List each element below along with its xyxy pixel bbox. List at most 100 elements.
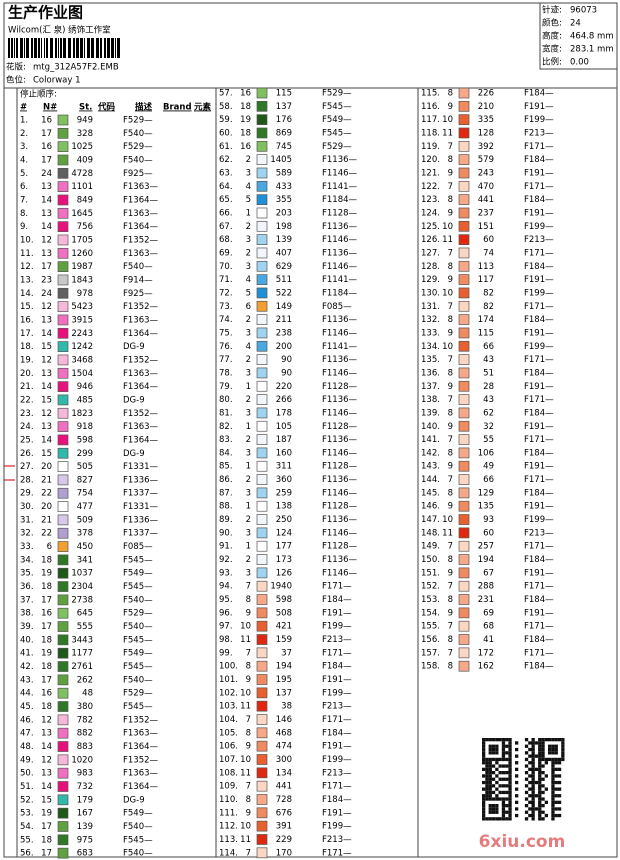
swatch [256, 634, 268, 645]
row-number: 107. [219, 755, 238, 765]
swatch [458, 527, 470, 539]
stitches: 257 [478, 542, 494, 552]
row-number: 29. [20, 489, 34, 499]
code: F1136— [322, 435, 358, 445]
swatch [458, 167, 470, 179]
qr-cell [531, 817, 535, 821]
stitches: 407 [276, 248, 292, 258]
stitches: 728 [276, 795, 292, 805]
needle: 17 [41, 262, 52, 272]
qr-cell [501, 777, 506, 781]
row-number: 137. [421, 382, 440, 392]
stitches: 139 [276, 235, 292, 245]
needle: 14 [41, 222, 52, 232]
code: F1128— [322, 542, 358, 552]
qr-cell [544, 738, 548, 742]
code: F199— [322, 822, 352, 832]
swatch [256, 554, 268, 565]
needle: 12 [41, 235, 52, 245]
code: F171— [322, 715, 352, 725]
info-value: 283.1 mm [570, 45, 614, 55]
qr-cell [515, 774, 519, 778]
row-number: 9. [20, 222, 28, 232]
swatch [256, 700, 268, 712]
row-number: 145. [421, 488, 440, 498]
row-number: 144. [421, 475, 440, 485]
qr-cell [482, 747, 486, 752]
qr-cell [501, 790, 506, 795]
swatch [256, 727, 268, 739]
swatch [256, 260, 268, 272]
code: F1364— [123, 382, 159, 392]
stitches: 93 [483, 515, 494, 525]
row-number: 46. [20, 715, 34, 725]
swatch [57, 367, 69, 379]
needle: 5 [246, 288, 251, 298]
qr-cell [482, 761, 486, 765]
row-number: 17. [20, 329, 34, 339]
qr-cell [488, 797, 492, 801]
stitches: 238 [276, 328, 292, 338]
needle: 13 [41, 422, 52, 432]
row-number: 42. [20, 662, 34, 672]
needle: 8 [448, 595, 453, 605]
code: F085— [322, 302, 352, 312]
row-number: 131. [421, 302, 440, 312]
stitches: 1025 [71, 142, 93, 152]
swatch [57, 421, 69, 432]
stitches: 126 [276, 568, 292, 578]
swatch [458, 87, 470, 99]
row-number: 16. [20, 315, 34, 325]
qr-cell [488, 804, 492, 808]
qr-cell [524, 771, 529, 775]
stitches: 1823 [71, 409, 93, 419]
stitches: 139 [77, 822, 93, 832]
qr-cell [538, 741, 542, 745]
qr-cell [508, 807, 512, 811]
watermark: 6xiu.com [479, 832, 566, 852]
code: F171— [322, 582, 352, 592]
stitches: 137 [276, 688, 292, 698]
code: F1141— [322, 342, 358, 352]
row-number: 148. [421, 528, 440, 538]
code: F540— [123, 595, 153, 605]
bar-stripe [60, 38, 62, 58]
code: F184— [524, 262, 554, 272]
code: F1364— [123, 222, 159, 232]
needle: 14 [41, 782, 52, 792]
qr-cell [485, 757, 489, 762]
needle: 7 [448, 435, 453, 445]
qr-cell [508, 810, 512, 814]
stitches: 266 [276, 395, 292, 405]
swatch [256, 354, 268, 365]
qr-cell [488, 790, 492, 795]
row-number: 139. [421, 408, 440, 418]
needle: 1 [246, 462, 251, 472]
code: F545— [123, 555, 153, 565]
qr-cell [538, 813, 542, 818]
needle: 10 [240, 688, 251, 698]
stitches: 508 [276, 608, 292, 618]
stitches: 946 [77, 382, 93, 392]
needle: 13 [41, 249, 52, 259]
qr-cell [557, 787, 562, 791]
studio: Wilcom(汇 泉) 绣饰工作室 [8, 25, 111, 36]
stitches: 378 [77, 529, 93, 539]
needle: 1 [246, 502, 251, 512]
qr-cell [501, 817, 506, 821]
qr-cell [538, 747, 542, 752]
qr-cell [501, 810, 506, 814]
swatch [57, 567, 69, 579]
stitches: 745 [276, 142, 292, 152]
qr-cell [498, 797, 502, 801]
qr-cell [491, 784, 496, 788]
needle: 17 [41, 595, 52, 605]
qr-cell [495, 780, 499, 785]
qr-cell [508, 764, 512, 768]
swatch [256, 87, 268, 99]
row-number: 133. [421, 328, 440, 338]
qr-cell [554, 787, 558, 791]
row-number: 126. [421, 235, 440, 245]
stitches: 82 [483, 288, 494, 298]
stitches: 167 [77, 809, 93, 819]
